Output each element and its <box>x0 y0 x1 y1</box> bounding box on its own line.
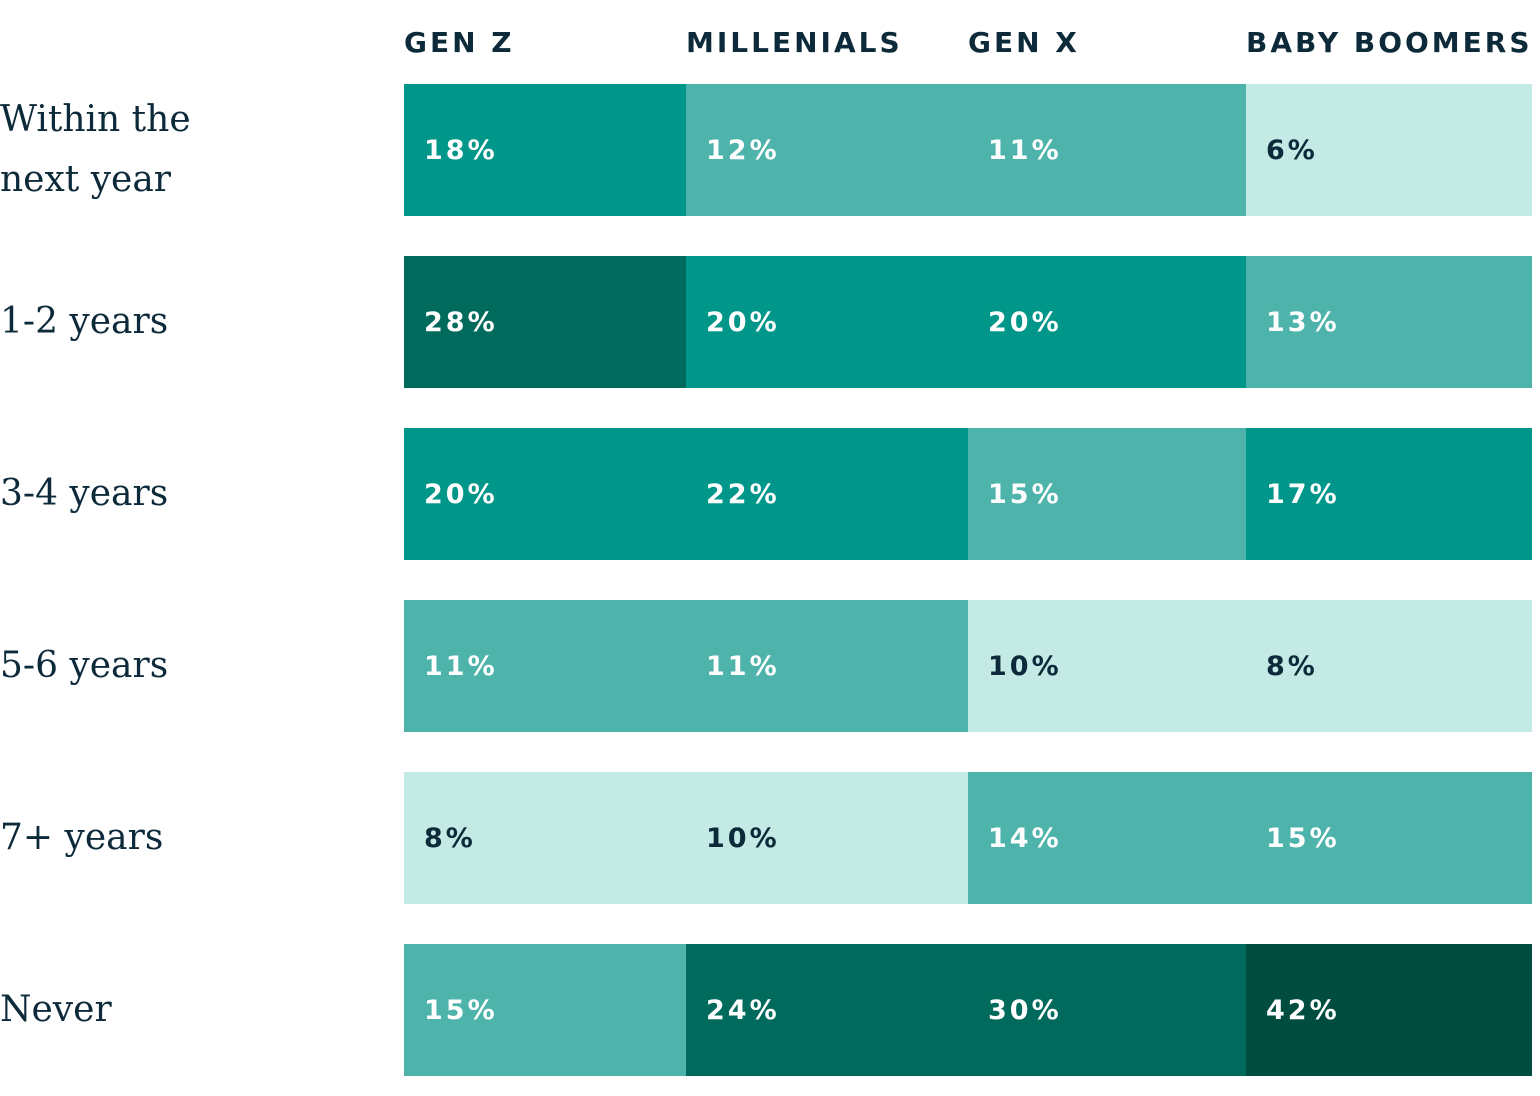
cell-label: 8% <box>1266 650 1318 682</box>
cell-label: 14% <box>988 822 1062 854</box>
cell <box>1246 428 1532 560</box>
row-label: 1-2 years <box>0 301 169 342</box>
column-header: GEN Z <box>404 26 515 59</box>
cell <box>1246 84 1532 216</box>
cell-label: 11% <box>424 650 498 682</box>
cell <box>404 944 686 1076</box>
cell-label: 20% <box>706 306 780 338</box>
cell <box>404 772 686 904</box>
cell <box>686 600 968 732</box>
cell-label: 8% <box>424 822 476 854</box>
cell <box>968 256 1246 388</box>
cell-label: 11% <box>988 134 1062 166</box>
row-label: 3-4 years <box>0 473 169 514</box>
cell-label: 13% <box>1266 306 1340 338</box>
cell <box>968 428 1246 560</box>
cell <box>968 84 1246 216</box>
cell <box>1246 944 1532 1076</box>
cell-label: 22% <box>706 478 780 510</box>
row-label: Within the next year <box>0 99 191 200</box>
cell-label: 17% <box>1266 478 1340 510</box>
column-header: GEN X <box>968 26 1080 59</box>
cell-label: 15% <box>424 994 498 1026</box>
cell-label: 12% <box>706 134 780 166</box>
cell-label: 28% <box>424 306 498 338</box>
cell <box>686 256 968 388</box>
row-label: 7+ years <box>0 817 164 858</box>
cell-label: 24% <box>706 994 780 1026</box>
column-header: BABY BOOMERS <box>1246 26 1533 59</box>
cell <box>686 428 968 560</box>
cell-label: 15% <box>988 478 1062 510</box>
cell <box>686 772 968 904</box>
cell-label: 10% <box>706 822 780 854</box>
cell <box>404 256 686 388</box>
cell <box>968 944 1246 1076</box>
cell-label: 18% <box>424 134 498 166</box>
cell-label: 11% <box>706 650 780 682</box>
cell-label: 20% <box>424 478 498 510</box>
cell <box>1246 256 1532 388</box>
row-label: Never <box>0 989 112 1030</box>
cell <box>1246 600 1532 732</box>
cell-label: 20% <box>988 306 1062 338</box>
cell-label: 6% <box>1266 134 1318 166</box>
cell <box>404 428 686 560</box>
cell-label: 30% <box>988 994 1062 1026</box>
cell <box>686 84 968 216</box>
row-label: 5-6 years <box>0 645 169 686</box>
cell <box>968 600 1246 732</box>
cell <box>404 600 686 732</box>
cell <box>1246 772 1532 904</box>
cell-label: 15% <box>1266 822 1340 854</box>
column-header: MILLENIALS <box>686 26 903 59</box>
cell <box>686 944 968 1076</box>
cell-label: 42% <box>1266 994 1340 1026</box>
cell <box>404 84 686 216</box>
cell-label: 10% <box>988 650 1062 682</box>
cell <box>968 772 1246 904</box>
